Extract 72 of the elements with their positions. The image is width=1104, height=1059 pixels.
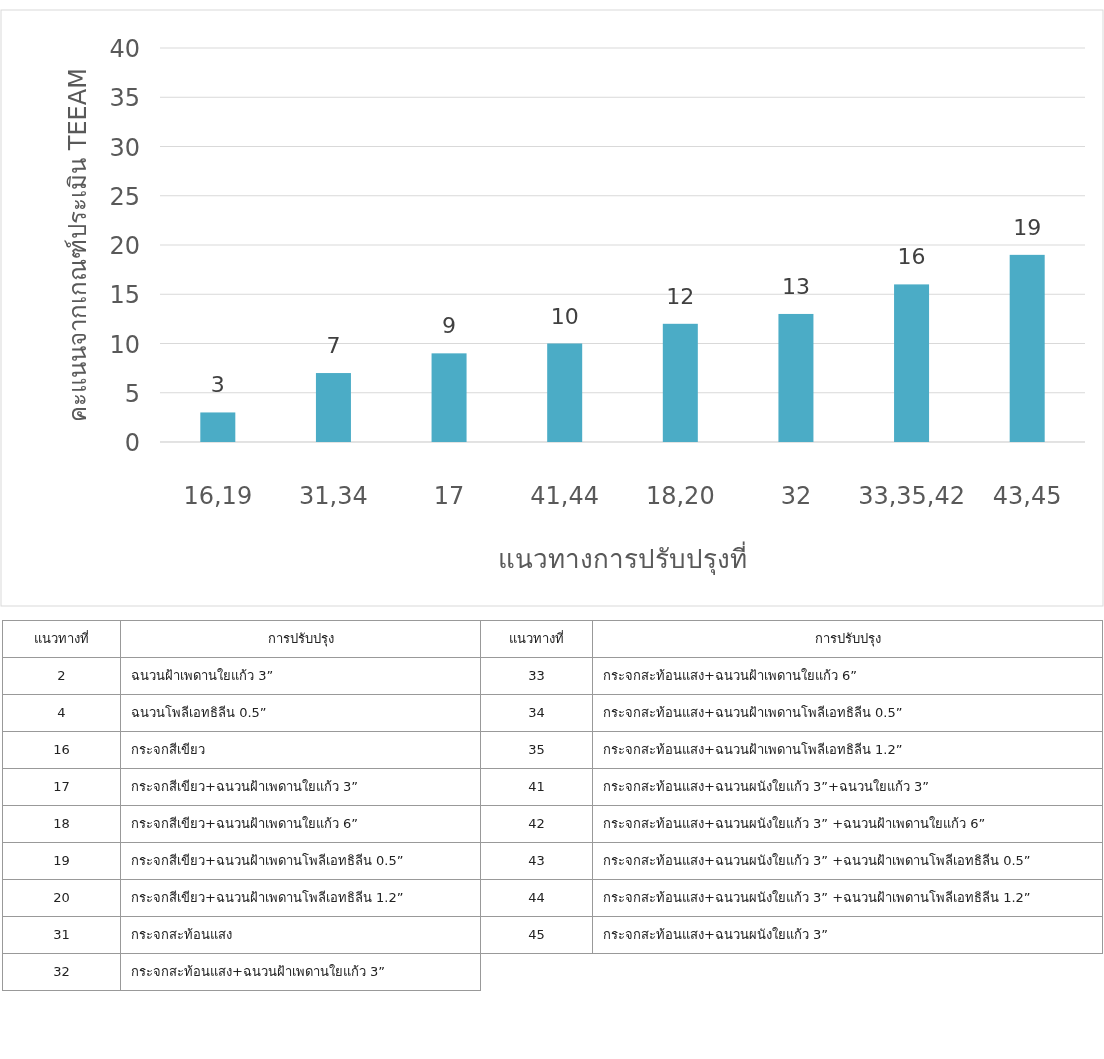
text: ฉนวนโพลีเอทธิลีน 0.5”: [120, 694, 481, 732]
y-tick-label: 20: [109, 232, 140, 260]
text: 32: [2, 953, 121, 991]
data-label: 9: [442, 313, 457, 339]
text: 2: [2, 657, 121, 695]
text: กระจกสะท้อนแสง+ฉนวนผนังใยแก้ว 3” +ฉนวนฝ้าเพดานโพลีเอทธิลีน 1.2”: [592, 879, 1103, 917]
x-tick-label: 17: [433, 482, 465, 510]
text: 35: [480, 731, 593, 769]
text: กระจกสะท้อนแสง+ฉนวนผนังใยแก้ว 3”: [592, 916, 1103, 954]
y-tick-label: 5: [124, 379, 140, 408]
x-tick-label: 16,19: [183, 482, 253, 510]
y-tick-label: 10: [109, 330, 140, 359]
bar: [1009, 254, 1045, 442]
text: 16: [2, 731, 121, 769]
text: กระจกสีเขียว+ฉนวนฝ้าเพดานโพลีเอทธิลีน 1.2”: [120, 879, 481, 917]
text: 19: [2, 842, 121, 880]
data-label: 12: [666, 283, 695, 309]
y-tick-label: 0: [124, 429, 140, 457]
y-tick-label: 25: [109, 182, 140, 211]
text: กระจกสีเขียว+ฉนวนฝ้าเพดานใยแก้ว 6”: [120, 805, 481, 843]
bar: [315, 373, 351, 442]
data-label: 3: [210, 372, 225, 398]
text: กระจกสะท้อนแสง+ฉนวนฝ้าเพดานโพลีเอทธิลีน 0.5”: [592, 694, 1103, 732]
text: กระจกสีเขียว+ฉนวนฝ้าเพดานใยแก้ว 3”: [120, 768, 481, 806]
bar: [894, 284, 930, 442]
y-tick-label: 15: [109, 281, 140, 310]
text: 43: [480, 842, 593, 880]
text: แนวทางที่: [2, 620, 121, 658]
y-tick-label: 40: [109, 35, 140, 63]
text: 4: [2, 694, 121, 732]
text: กระจกสะท้อนแสง+ฉนวนผนังใยแก้ว 3”+ฉนวนใยแก้ว 3”: [592, 768, 1103, 806]
data-label: 10: [550, 303, 579, 329]
text: กระจกสะท้อนแสง+ฉนวนผนังใยแก้ว 3” +ฉนวนฝ้าเพดานโพลีเอทธิลีน 0.5”: [592, 842, 1103, 880]
text: กระจกสีเขียว: [120, 731, 481, 769]
bar: [547, 343, 583, 442]
text: กระจกสะท้อนแสง+ฉนวนผนังใยแก้ว 3” +ฉนวนฝ้าเพดานใยแก้ว 6”: [592, 805, 1103, 843]
text: 41: [480, 768, 593, 806]
text: กระจกสะท้อนแสง+ฉนวนฝ้าเพดานใยแก้ว 3”: [120, 953, 481, 991]
text: 45: [480, 916, 593, 954]
text: 42: [480, 805, 593, 843]
text: 31: [2, 916, 121, 954]
text: 34: [480, 694, 593, 732]
x-tick-label: 18,20: [645, 482, 715, 510]
text: 18: [2, 805, 121, 843]
x-tick-label: 41,44: [530, 482, 600, 510]
data-label: 13: [781, 273, 810, 299]
text: 33: [480, 657, 593, 695]
data-label: 19: [1013, 214, 1042, 240]
y-axis-title: คะแนนจากเกณฑ์ประเมิน TEEAM: [64, 68, 92, 422]
data-label: 16: [897, 244, 926, 270]
y-tick-label: 30: [109, 133, 140, 162]
text: การปรับปรุง: [592, 620, 1103, 658]
text: การปรับปรุง: [120, 620, 481, 658]
text: กระจกสะท้อนแสง: [120, 916, 481, 954]
bar: [778, 313, 814, 442]
data-label: 7: [326, 333, 341, 359]
text: แนวทางที่: [480, 620, 593, 658]
text: กระจกสะท้อนแสง+ฉนวนฝ้าเพดานโพลีเอทธิลีน 1.2”: [592, 731, 1103, 769]
text: กระจกสะท้อนแสง+ฉนวนฝ้าเพดานใยแก้ว 6”: [592, 657, 1103, 695]
x-tick-label: 31,34: [299, 482, 368, 510]
x-axis-title: แนวทางการปรับปรุงที่: [498, 541, 747, 575]
text: 44: [480, 879, 593, 917]
x-tick-label: 33,35,42: [858, 482, 965, 510]
text: ฉนวนฝ้าเพดานใยแก้ว 3”: [120, 657, 481, 695]
x-tick-label: 43,45: [992, 482, 1062, 510]
y-tick-label: 35: [109, 84, 140, 113]
x-tick-label: 32: [780, 482, 812, 510]
bar: [662, 323, 698, 442]
text: 17: [2, 768, 121, 806]
text: กระจกสีเขียว+ฉนวนฝ้าเพดานโพลีเอทธิลีน 0.5”: [120, 842, 481, 880]
bar: [431, 353, 467, 442]
bar: [200, 412, 236, 442]
